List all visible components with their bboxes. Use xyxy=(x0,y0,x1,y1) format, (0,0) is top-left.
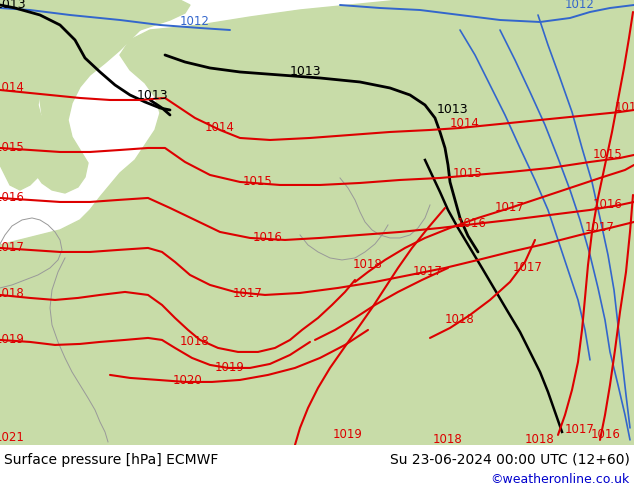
Polygon shape xyxy=(0,445,634,490)
Text: 1020: 1020 xyxy=(173,374,203,388)
Text: 1016: 1016 xyxy=(253,231,283,245)
Text: 1013: 1013 xyxy=(289,66,321,78)
Text: 1014: 1014 xyxy=(615,101,634,115)
Text: 1018: 1018 xyxy=(180,336,210,348)
Text: 1017: 1017 xyxy=(0,242,25,254)
Text: 1015: 1015 xyxy=(453,168,483,180)
Text: 1014: 1014 xyxy=(205,122,235,134)
Text: 1018: 1018 xyxy=(353,258,383,271)
Text: 1017: 1017 xyxy=(495,201,525,215)
Text: 1017: 1017 xyxy=(585,221,615,234)
Text: 1018: 1018 xyxy=(525,434,555,446)
Text: 1015: 1015 xyxy=(593,148,623,162)
Text: 1018: 1018 xyxy=(445,314,475,326)
Text: 1017: 1017 xyxy=(513,262,543,274)
Polygon shape xyxy=(415,0,634,283)
Text: Surface pressure [hPa] ECMWF: Surface pressure [hPa] ECMWF xyxy=(4,453,218,467)
Text: 1012: 1012 xyxy=(565,0,595,11)
Text: 1018: 1018 xyxy=(0,288,25,300)
Text: 1013: 1013 xyxy=(436,103,468,117)
Polygon shape xyxy=(30,0,145,193)
Polygon shape xyxy=(400,0,634,245)
Text: 1016: 1016 xyxy=(591,428,621,441)
Text: 1013: 1013 xyxy=(0,0,26,11)
Text: 1013: 1013 xyxy=(136,90,168,102)
Polygon shape xyxy=(0,0,95,190)
Text: 1015: 1015 xyxy=(243,175,273,189)
Text: 1019: 1019 xyxy=(0,333,25,346)
Text: 1014: 1014 xyxy=(0,81,25,95)
Text: Su 23-06-2024 00:00 UTC (12+60): Su 23-06-2024 00:00 UTC (12+60) xyxy=(390,453,630,467)
Text: 1016: 1016 xyxy=(593,198,623,212)
Text: 1017: 1017 xyxy=(413,266,443,278)
Polygon shape xyxy=(0,265,634,445)
Polygon shape xyxy=(0,0,634,445)
Text: 1014: 1014 xyxy=(450,118,480,130)
Text: 1021: 1021 xyxy=(0,431,25,444)
Text: 1019: 1019 xyxy=(333,428,363,441)
Text: 1017: 1017 xyxy=(565,423,595,437)
Text: ©weatheronline.co.uk: ©weatheronline.co.uk xyxy=(491,473,630,487)
Text: 1012: 1012 xyxy=(180,16,210,28)
Text: 1015: 1015 xyxy=(0,142,25,154)
Text: 1019: 1019 xyxy=(215,362,245,374)
Text: 1016: 1016 xyxy=(0,192,25,204)
Text: 1016: 1016 xyxy=(457,218,487,230)
Text: 1017: 1017 xyxy=(233,288,263,300)
Text: 1018: 1018 xyxy=(433,434,463,446)
Polygon shape xyxy=(0,0,190,37)
